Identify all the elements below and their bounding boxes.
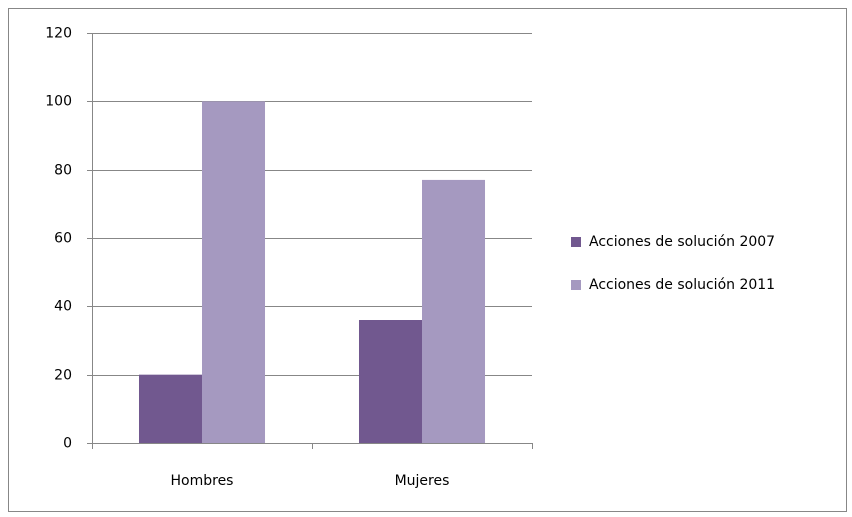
y-tick-label: 60 [54,231,72,247]
bar [202,101,266,443]
bar [422,179,486,443]
y-tick-label: 40 [54,299,72,315]
legend-swatch [571,280,581,290]
y-tick-label: 80 [54,163,72,179]
x-tick-label: Mujeres [395,473,450,489]
legend-label: Acciones de solución 2007 [589,234,775,250]
bar [358,320,422,443]
y-tick-label: 120 [45,26,72,42]
x-tick-label: Hombres [171,473,234,489]
legend-swatch [571,237,581,247]
bar [138,374,202,443]
y-tick-label: 20 [54,368,72,384]
y-tick-label: 0 [63,436,72,452]
legend-label: Acciones de solución 2011 [589,277,775,293]
y-tick-label: 100 [45,94,72,110]
